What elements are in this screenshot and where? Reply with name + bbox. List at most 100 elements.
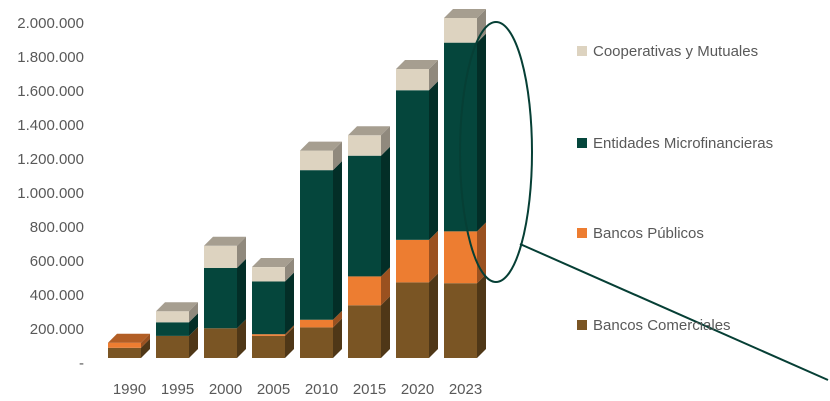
bar-segment-side: [381, 126, 390, 156]
bar-segment-side: [237, 236, 246, 268]
bar-segment: [252, 334, 285, 336]
bar-segment: [444, 18, 477, 43]
bar-top-face: [252, 258, 294, 268]
bar-segment: [204, 267, 237, 329]
bar-segment-side: [477, 9, 486, 43]
bar-segment-side: [333, 318, 342, 358]
bar-segment-side: [381, 267, 390, 306]
bar-segment: [204, 245, 237, 268]
bar-top-face: [444, 9, 486, 18]
y-tick-label: 200.000: [30, 321, 84, 338]
pointer-line: [519, 243, 829, 381]
annotation: [459, 21, 829, 381]
bar-segment: [300, 327, 333, 358]
bar-stack-2023: [444, 9, 486, 358]
bar-segment: [108, 347, 141, 358]
bar-segment: [348, 155, 381, 277]
x-tick-label: 1995: [161, 381, 194, 398]
bar-segment: [156, 322, 189, 336]
x-tick-label: 2005: [257, 381, 290, 398]
y-tick-label: 1.000.000: [17, 185, 84, 202]
bar-segment: [252, 267, 285, 282]
y-tick-label: 1.200.000: [17, 151, 84, 168]
bar-segment-side: [189, 326, 198, 358]
bar-segment-side: [189, 302, 198, 323]
legend-label: Cooperativas y Mutuales: [593, 43, 758, 60]
y-tick-label: 600.000: [30, 253, 84, 270]
bar-segment-side: [285, 326, 294, 358]
bar-segment: [300, 150, 333, 171]
highlight-ellipse: [459, 21, 533, 283]
legend-label: Bancos Comerciales: [593, 317, 731, 334]
bar-segment-side: [429, 81, 438, 240]
x-tick-label: 2020: [401, 381, 434, 398]
bar-segment-side: [333, 141, 342, 171]
legend: Cooperativas y Mutuales Entidades Microfi…: [577, 43, 773, 334]
bar-top-face: [156, 302, 198, 312]
bar-segment-side: [285, 325, 294, 336]
bar-segment-side: [141, 338, 150, 358]
bar-segment-side: [429, 60, 438, 91]
bar-segment-side: [429, 273, 438, 358]
bars: [108, 9, 486, 358]
y-tick-label: 2.000.000: [17, 15, 84, 32]
bar-segment-side: [477, 33, 486, 232]
bar-top-face: [300, 141, 342, 151]
bar-segment: [348, 305, 381, 358]
bar-stack-2015: [348, 126, 390, 358]
x-tick-label: 2015: [353, 381, 386, 398]
bar-segment-side: [333, 161, 342, 320]
bar-segment: [252, 335, 285, 358]
x-tick-label: 2010: [305, 381, 338, 398]
bar-segment-side: [189, 313, 198, 336]
legend-swatch: [577, 138, 587, 148]
bar-segment: [156, 335, 189, 358]
bar-segment: [252, 281, 285, 335]
x-tick-label: 1990: [113, 381, 146, 398]
bar-segment: [156, 311, 189, 323]
bar-stack-2020: [396, 60, 438, 358]
x-tick-label: 2023: [449, 381, 482, 398]
y-tick-label: 400.000: [30, 287, 84, 304]
y-tick-label: 1.600.000: [17, 83, 84, 100]
bar-segment: [300, 319, 333, 328]
bar-segment-side: [237, 319, 246, 358]
bar-segment-side: [381, 296, 390, 358]
bar-segment-side: [285, 272, 294, 335]
bar-segment: [396, 239, 429, 283]
legend-label: Entidades Microfinancieras: [593, 135, 773, 152]
bar-segment-side: [381, 146, 390, 277]
bar-segment-side: [477, 274, 486, 358]
x-tick-label: 2000: [209, 381, 242, 398]
bar-segment: [396, 90, 429, 240]
bar-segment-side: [237, 258, 246, 329]
bar-segment: [300, 170, 333, 320]
y-tick-label: 1.800.000: [17, 49, 84, 66]
bar-stack-1995: [156, 302, 198, 358]
bar-stack-1990: [108, 333, 150, 358]
y-tick-label: 800.000: [30, 219, 84, 236]
legend-swatch: [577, 228, 587, 238]
bar-stack-2000: [204, 236, 246, 358]
x-axis: 1990 1995 2000 2005 2010 2015 2020 2023: [113, 381, 482, 398]
bar-segment: [444, 283, 477, 358]
bar-top-face: [204, 236, 246, 246]
bar-top-face: [348, 126, 390, 136]
bar-segment: [348, 276, 381, 306]
bar-segment-side: [285, 258, 294, 282]
bar-segment-side: [429, 230, 438, 283]
legend-swatch: [577, 46, 587, 56]
legend-item: Entidades Microfinancieras: [577, 135, 773, 152]
legend-swatch: [577, 320, 587, 330]
bar-segment: [204, 328, 237, 358]
legend-item: Cooperativas y Mutuales: [577, 43, 758, 60]
legend-item: Bancos Públicos: [577, 225, 704, 242]
bar-top-face: [396, 60, 438, 69]
bar-segment: [108, 342, 141, 348]
y-tick-label: 1.400.000: [17, 117, 84, 134]
bar-stack-2005: [252, 258, 294, 358]
bar-segment: [396, 69, 429, 91]
bar-segment: [396, 282, 429, 358]
bar-stack-2010: [300, 141, 342, 358]
